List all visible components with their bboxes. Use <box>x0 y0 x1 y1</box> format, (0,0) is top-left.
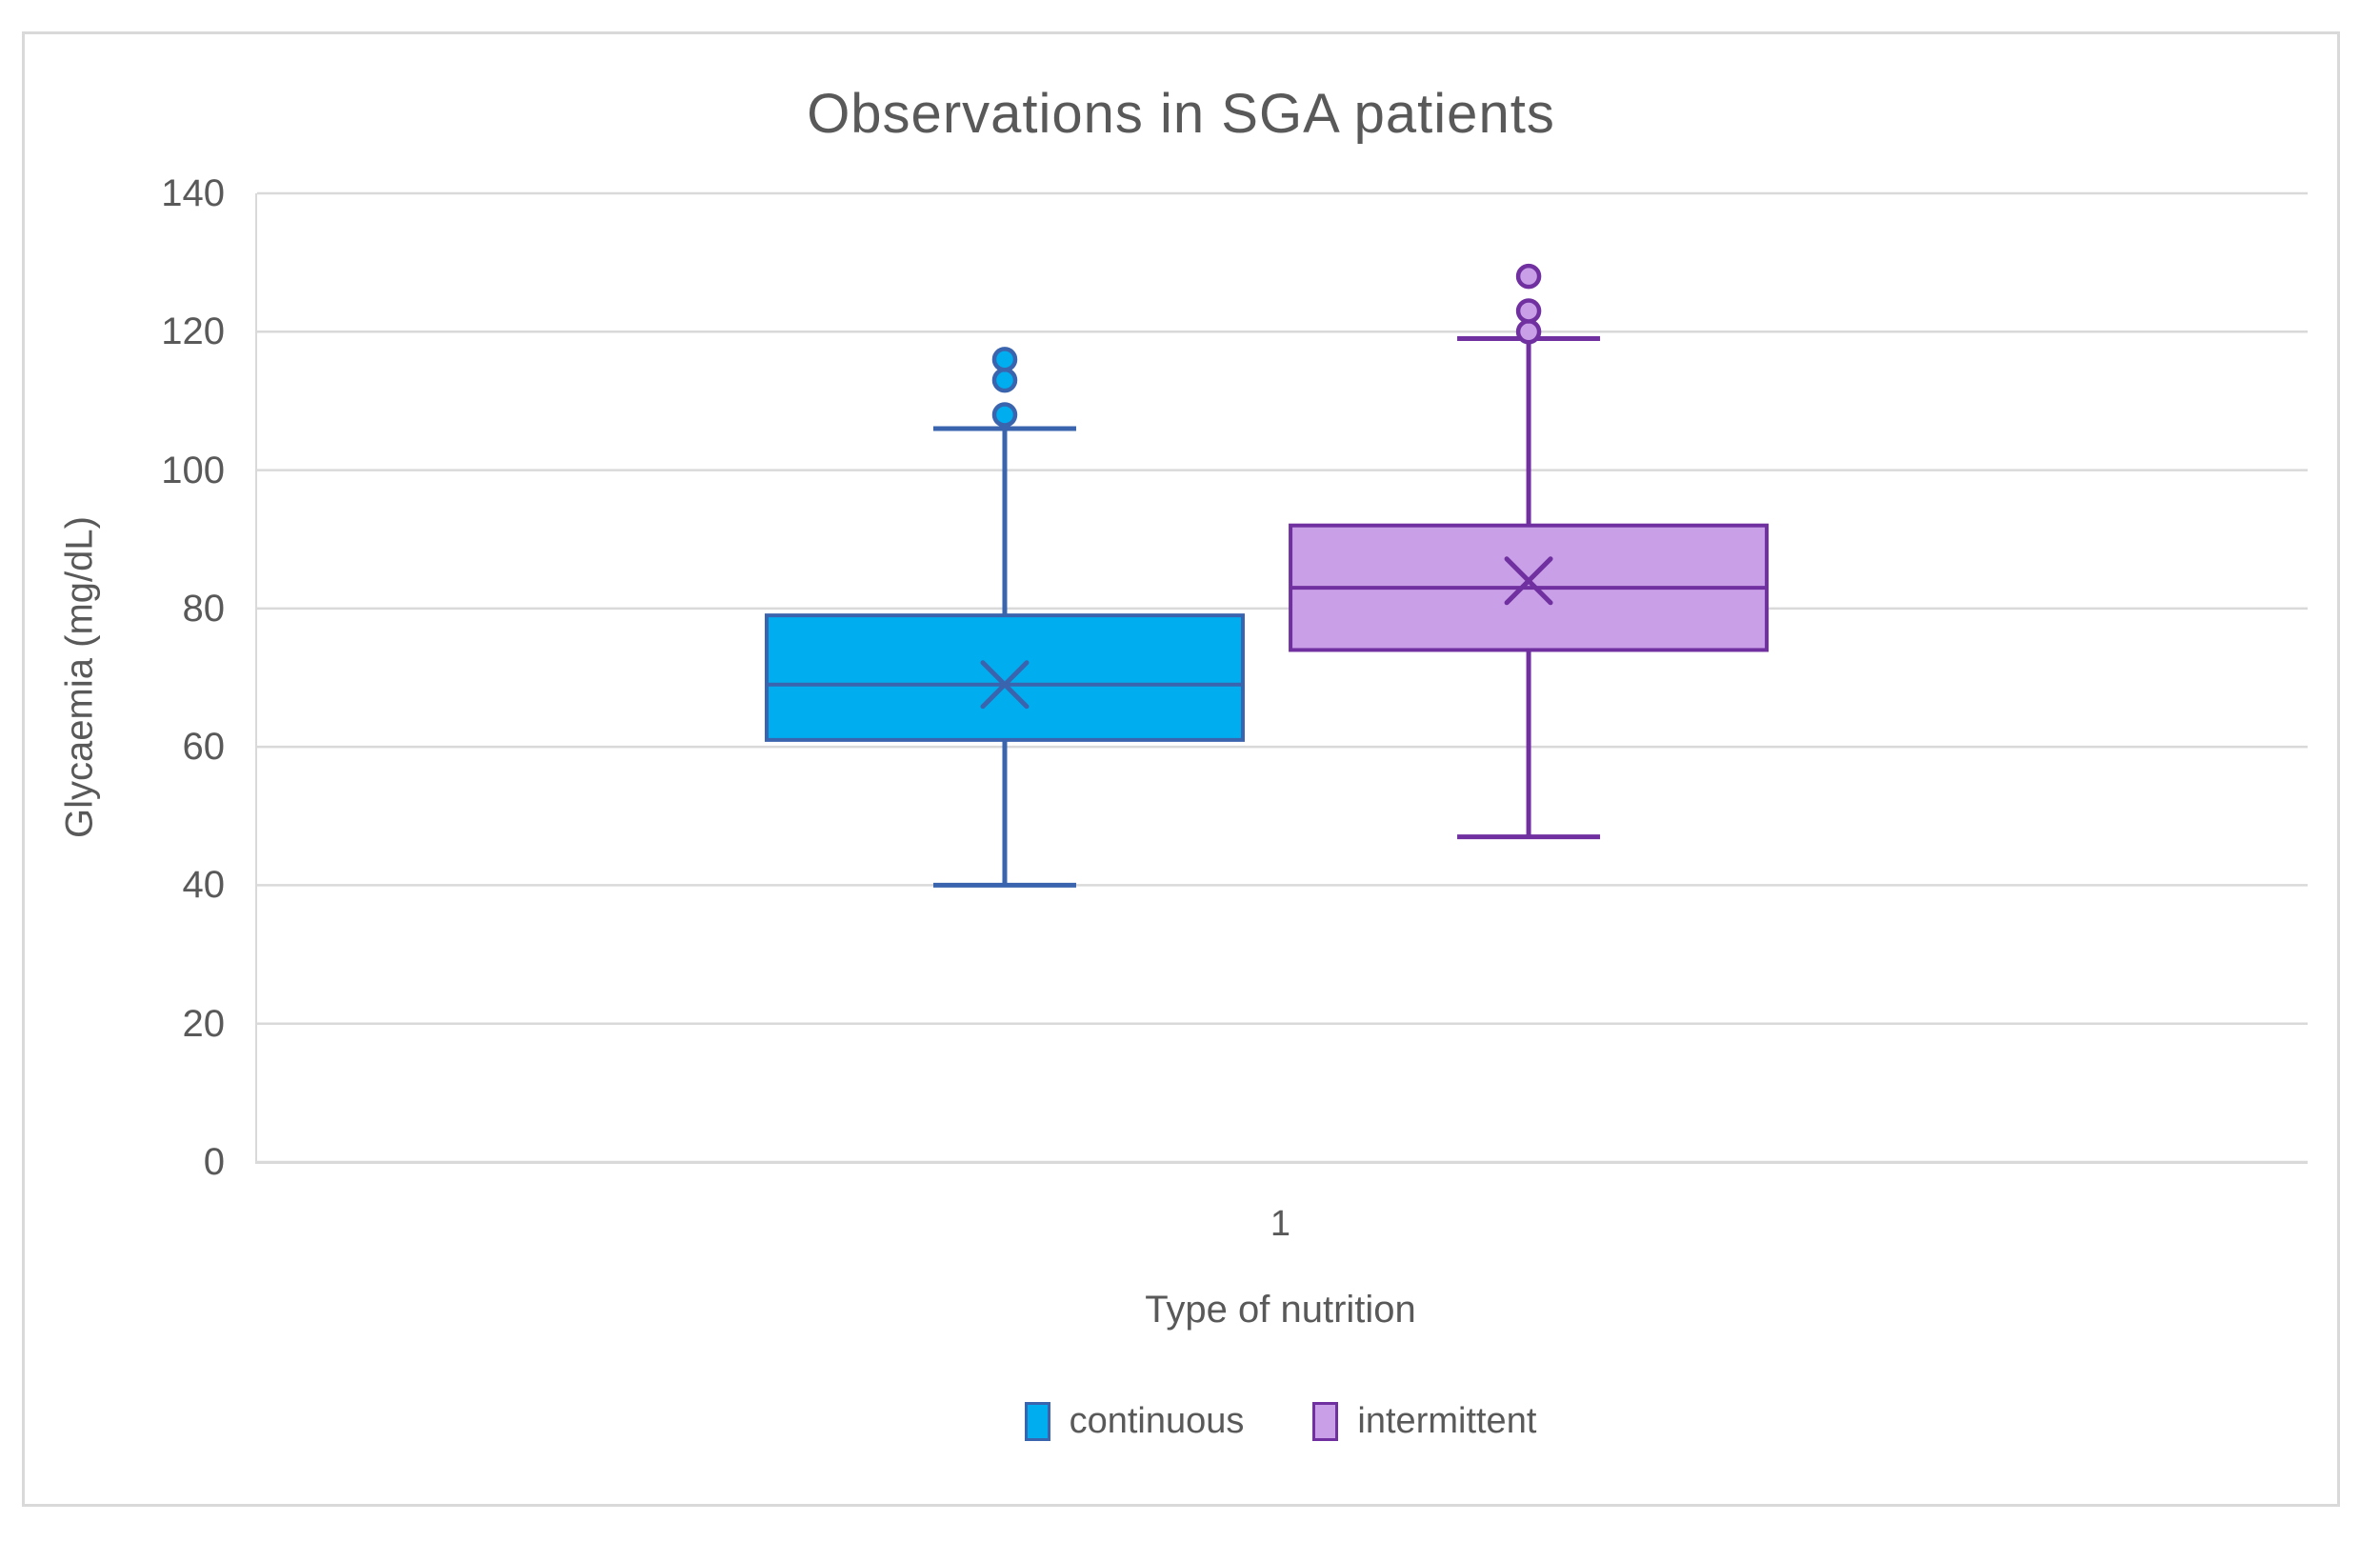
boxplot-svg <box>257 191 2308 1164</box>
outlier-point-continuous-0 <box>991 402 1018 428</box>
y-tick-label-0: 0 <box>203 1141 225 1183</box>
x-axis-tick-label: 1 <box>1270 1204 1291 1244</box>
legend-swatch-continuous <box>1024 1401 1050 1441</box>
legend-label: continuous <box>1069 1400 1245 1441</box>
legend-swatch-intermittent <box>1312 1401 1339 1441</box>
outlier-point-intermittent-2 <box>1515 263 1542 290</box>
y-tick-label-60: 60 <box>182 726 226 769</box>
y-tick-label-100: 100 <box>161 449 225 491</box>
chart-title: Observations in SGA patients <box>807 83 1555 145</box>
legend-label: intermittent <box>1357 1400 1537 1441</box>
mean-x-marker-intermittent <box>1504 556 1553 606</box>
y-tick-label-20: 20 <box>182 1002 226 1045</box>
y-tick-label-80: 80 <box>182 587 226 630</box>
outlier-point-intermittent-1 <box>1515 298 1542 324</box>
legend-item-continuous: continuous <box>1024 1400 1245 1442</box>
chart-frame <box>22 31 2340 1507</box>
outlier-point-continuous-2 <box>991 347 1018 372</box>
x-axis-title: Type of nutrition <box>1145 1289 1416 1331</box>
y-tick-label-40: 40 <box>182 864 226 907</box>
outlier-point-continuous-1 <box>991 367 1018 393</box>
y-axis-title: Glycaemia (mg/dL) <box>58 516 101 838</box>
outlier-point-intermittent-0 <box>1515 319 1542 345</box>
legend-item-intermittent: intermittent <box>1312 1401 1536 1442</box>
box-continuous <box>764 613 1245 742</box>
plot-area <box>255 191 2308 1164</box>
legend: continuous intermittent <box>255 1391 2306 1452</box>
mean-x-marker-continuous <box>980 660 1030 710</box>
y-tick-label-120: 120 <box>161 310 225 353</box>
y-tick-label-140: 140 <box>161 172 225 214</box>
